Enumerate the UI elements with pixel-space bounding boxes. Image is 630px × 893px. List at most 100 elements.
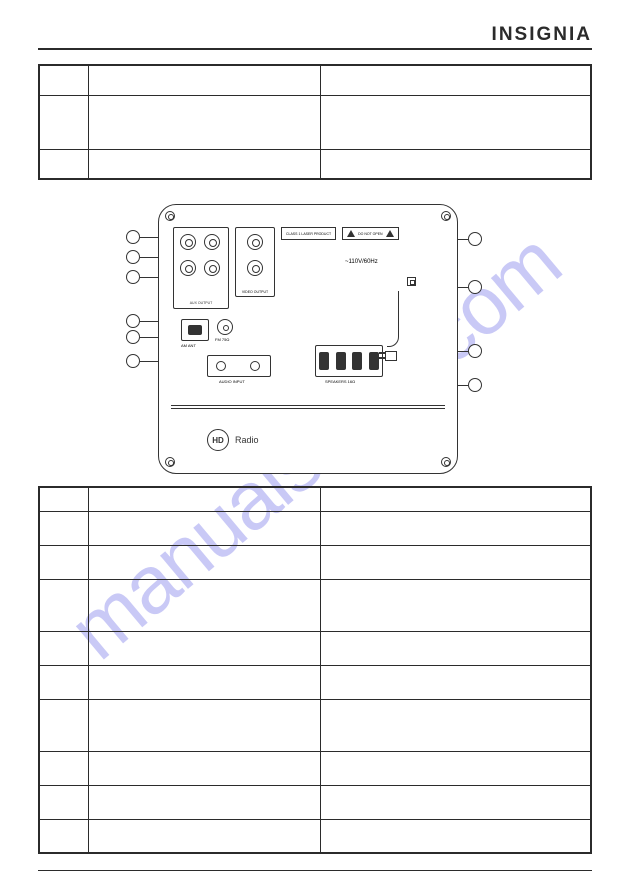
warning-box: DO NOT OPEN (342, 227, 398, 240)
cell-desc (321, 65, 592, 95)
cell-desc (321, 511, 592, 545)
aux-output-cluster: AUX OUTPUT (173, 227, 229, 309)
table-row (39, 699, 591, 751)
cell-item (89, 699, 321, 751)
cell-item (89, 751, 321, 785)
table-row (39, 631, 591, 665)
video-output-label: VIDEO OUTPUT (238, 290, 272, 294)
cell-item (89, 487, 321, 511)
hd-radio-text: Radio (235, 435, 259, 445)
back-panel-diagram: AUX OUTPUT VIDEO OUTPUT CLASS 1 LASER PR… (38, 194, 592, 478)
table-row (39, 487, 591, 511)
do-not-open-label: DO NOT OPEN (358, 232, 382, 236)
cell-desc (321, 699, 592, 751)
warning-labels: CLASS 1 LASER PRODUCT DO NOT OPEN (281, 227, 399, 240)
screw-icon (165, 457, 175, 467)
aux-output-label: AUX OUTPUT (176, 302, 226, 306)
table-row (39, 665, 591, 699)
rear-panel: AUX OUTPUT VIDEO OUTPUT CLASS 1 LASER PR… (158, 204, 458, 474)
cell-num (39, 487, 89, 511)
speaker-terminal-icon (369, 352, 379, 370)
speakers-label: SPEAKERS 16Ω (325, 379, 355, 384)
header-rule (38, 48, 592, 50)
speaker-terminals (315, 345, 383, 377)
rca-jack-icon (180, 234, 196, 250)
cell-num (39, 751, 89, 785)
panel-outline: AUX OUTPUT VIDEO OUTPUT CLASS 1 LASER PR… (158, 204, 458, 474)
cell-num (39, 65, 89, 95)
speaker-terminal-icon (319, 352, 329, 370)
double-insulation-icon (407, 277, 416, 286)
cell-item (89, 65, 321, 95)
fm-antenna-jack (217, 319, 233, 335)
cell-desc (321, 785, 592, 819)
table-row (39, 149, 591, 179)
speaker-terminal-icon (352, 352, 362, 370)
brand-logo: INSIGNIA (38, 24, 592, 46)
cell-item (89, 785, 321, 819)
cell-num (39, 699, 89, 751)
rca-jack-icon (204, 234, 220, 250)
cell-desc (321, 665, 592, 699)
cell-num (39, 545, 89, 579)
rca-jack-icon (180, 260, 196, 276)
table-row (39, 819, 591, 853)
cell-item (89, 511, 321, 545)
cell-desc (321, 95, 592, 149)
rca-jack-icon (247, 260, 263, 276)
table-row (39, 511, 591, 545)
hd-circle-icon: HD (207, 429, 229, 451)
cell-desc (321, 149, 592, 179)
table-row (39, 545, 591, 579)
screw-icon (165, 211, 175, 221)
table-row (39, 751, 591, 785)
mini-jack-icon (250, 361, 260, 371)
am-antenna-jack (181, 319, 209, 341)
cell-desc (321, 545, 592, 579)
cell-item (89, 149, 321, 179)
audio-input-label: AUDIO INPUT (219, 379, 245, 384)
screw-icon (441, 457, 451, 467)
cell-desc (321, 751, 592, 785)
cell-item (89, 95, 321, 149)
speaker-terminal-icon (336, 352, 346, 370)
screw-icon (441, 211, 451, 221)
cell-num (39, 149, 89, 179)
cell-item (89, 819, 321, 853)
voltage-label: ~110V/60Hz (345, 259, 378, 265)
cell-num (39, 819, 89, 853)
cell-item (89, 545, 321, 579)
cell-item (89, 665, 321, 699)
fm-antenna-label: FM 75Ω (215, 337, 229, 342)
power-plug-icon (385, 347, 409, 365)
cell-num (39, 665, 89, 699)
footer-rule (38, 870, 592, 871)
rca-jack-icon (247, 234, 263, 250)
cell-num (39, 631, 89, 665)
cell-desc (321, 579, 592, 631)
audio-input-cluster (207, 355, 271, 377)
table-row (39, 579, 591, 631)
power-cord (387, 291, 427, 347)
table-row (39, 65, 591, 95)
video-output-cluster: VIDEO OUTPUT (235, 227, 275, 297)
panel-ridge (171, 405, 445, 409)
cell-item (89, 631, 321, 665)
cell-item (89, 579, 321, 631)
mini-jack-icon (216, 361, 226, 371)
cell-num (39, 785, 89, 819)
cell-num (39, 511, 89, 545)
am-antenna-label: AM ANT (181, 343, 196, 348)
cell-num (39, 579, 89, 631)
cell-desc (321, 819, 592, 853)
laser-class-label: CLASS 1 LASER PRODUCT (281, 227, 336, 240)
manual-page: INSIGNIA (0, 0, 630, 891)
back-panel-table (38, 486, 592, 854)
cell-num (39, 95, 89, 149)
front-panel-table (38, 64, 592, 180)
warning-triangle-icon (386, 230, 394, 237)
warning-triangle-icon (347, 230, 355, 237)
rca-jack-icon (204, 260, 220, 276)
cell-desc (321, 487, 592, 511)
cell-desc (321, 631, 592, 665)
